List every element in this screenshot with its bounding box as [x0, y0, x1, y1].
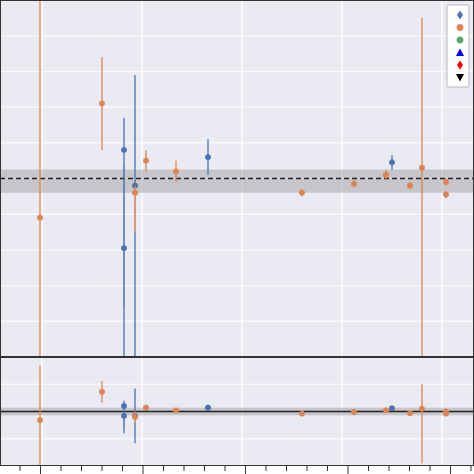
data-point: [299, 189, 305, 196]
data-point: [389, 405, 395, 412]
data-point: [121, 412, 127, 419]
data-point: [205, 154, 211, 161]
data-point: [37, 214, 43, 221]
legend-marker: [457, 60, 463, 70]
main-panel: [0, 0, 474, 357]
data-point: [99, 100, 105, 107]
data-point: [407, 410, 413, 417]
legend-marker: [456, 74, 464, 82]
data-point: [143, 157, 149, 164]
residual-panel: [0, 357, 474, 474]
data-point: [121, 403, 127, 410]
data-point: [99, 388, 105, 395]
legend: [446, 4, 470, 88]
data-point: [173, 168, 179, 175]
data-point: [121, 146, 127, 153]
data-point: [173, 407, 179, 414]
legend-marker: [456, 48, 464, 56]
data-point: [419, 405, 425, 412]
data-point: [205, 404, 211, 411]
data-point: [351, 409, 357, 416]
data-point: [443, 179, 449, 186]
data-point: [143, 404, 149, 411]
data-point: [121, 245, 127, 252]
data-point: [443, 410, 449, 417]
data-point: [132, 413, 138, 420]
data-point: [443, 191, 449, 198]
data-point: [351, 180, 357, 187]
data-point: [383, 171, 389, 178]
data-point: [389, 159, 395, 166]
legend-marker: [457, 10, 463, 20]
data-point: [407, 182, 413, 189]
legend-box: [446, 4, 470, 88]
legend-marker: [456, 36, 464, 44]
data-point: [132, 189, 138, 196]
reference-band: [0, 169, 474, 193]
data-point: [419, 164, 425, 171]
data-point: [37, 417, 43, 424]
data-point: [299, 410, 305, 417]
data-point: [383, 407, 389, 414]
legend-marker: [456, 24, 464, 31]
